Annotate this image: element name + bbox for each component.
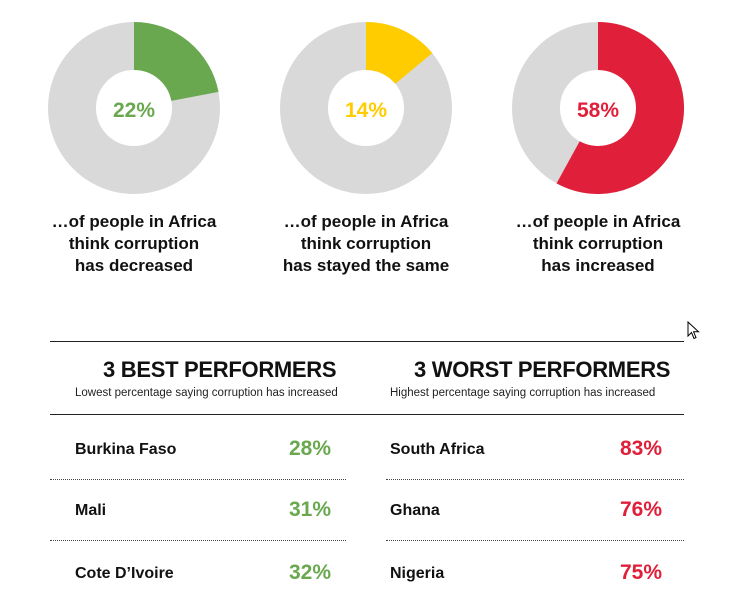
donut-chart-same: 14% <box>280 22 452 194</box>
donut-label-increased: 58% <box>577 99 619 122</box>
caption-same: …of people in Africa think corruption ha… <box>256 211 476 277</box>
donut-segment-decreased <box>132 22 219 102</box>
best-title: 3 BEST PERFORMERS <box>103 357 337 382</box>
best-row-2-value: 31% <box>289 498 332 521</box>
caption-line: think corruption <box>300 234 432 253</box>
worst-row-1-value: 83% <box>620 437 663 460</box>
best-row-3-country: Cote D’Ivoire <box>75 565 174 582</box>
donut-chart-decreased: 22% <box>48 22 220 194</box>
donut-label-same: 14% <box>345 99 387 122</box>
caption-line: has decreased <box>74 256 194 275</box>
worst-row-3-value: 75% <box>620 561 663 584</box>
caption-line: think corruption <box>532 234 664 253</box>
caption-line: has stayed the same <box>282 256 450 275</box>
mouse-cursor-icon <box>687 321 700 340</box>
caption-line: …of people in Africa <box>283 212 449 231</box>
worst-title: 3 WORST PERFORMERS <box>414 357 671 382</box>
caption-line: think corruption <box>68 234 200 253</box>
best-subtitle: Lowest percentage saying corruption has … <box>75 387 338 399</box>
worst-row-2-country: Ghana <box>390 502 440 519</box>
worst-row-1-country: South Africa <box>390 441 485 458</box>
row-separator <box>386 479 684 480</box>
row-separator <box>50 540 346 541</box>
caption-line: …of people in Africa <box>51 212 217 231</box>
worst-row-2-value: 76% <box>620 498 663 521</box>
donut-chart-increased: 58% <box>512 22 684 194</box>
best-row-2-country: Mali <box>75 502 107 519</box>
donut-decreased: 22% …of people in Africa think corruptio… <box>24 22 244 277</box>
header-divider <box>50 414 684 415</box>
caption-decreased: …of people in Africa think corruption ha… <box>24 211 244 277</box>
row-separator <box>386 540 684 541</box>
caption-line: …of people in Africa <box>515 212 681 231</box>
best-row-1-value: 28% <box>289 437 332 460</box>
best-row-3-value: 32% <box>289 561 332 584</box>
worst-subtitle: Highest percentage saying corruption has… <box>390 387 656 399</box>
section-divider <box>50 341 684 342</box>
best-row-1-country: Burkina Faso <box>75 441 177 458</box>
donut-increased: 58% …of people in Africa think corruptio… <box>488 22 708 277</box>
donut-label-decreased: 22% <box>113 99 155 122</box>
row-separator <box>50 479 346 480</box>
caption-increased: …of people in Africa think corruption ha… <box>488 211 708 277</box>
donut-segment-same <box>364 22 433 85</box>
caption-line: has increased <box>541 256 655 275</box>
donut-segment-increased <box>556 22 684 194</box>
donut-same: 14% …of people in Africa think corruptio… <box>256 22 476 277</box>
worst-row-3-country: Nigeria <box>390 565 445 582</box>
